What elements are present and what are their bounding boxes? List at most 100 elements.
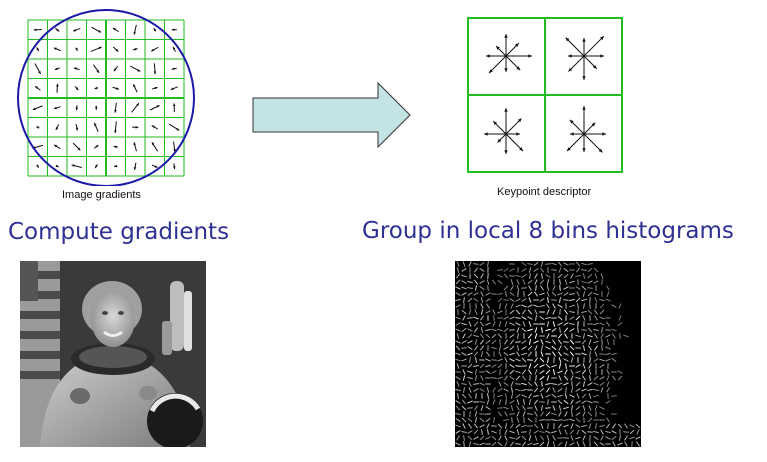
hog-cell-stroke	[582, 291, 586, 297]
hog-cell-stroke	[457, 309, 459, 315]
hog-cell-stroke	[533, 363, 539, 369]
hog-cell-stroke	[557, 441, 563, 447]
hog-cell-stroke	[467, 376, 473, 380]
hog-cell-stroke	[547, 423, 549, 429]
hog-cell-stroke	[521, 316, 527, 320]
gradient-arrow	[36, 164, 40, 168]
hog-cell-stroke	[516, 279, 520, 285]
hog-cell-stroke	[510, 381, 514, 387]
hog-cell-stroke	[503, 418, 509, 422]
histogram-bin-arrow	[582, 134, 586, 152]
hog-cell-stroke	[582, 345, 586, 351]
hog-cell-stroke	[563, 286, 569, 290]
hog-cell-stroke	[461, 358, 467, 362]
gradient-arrow	[112, 86, 120, 90]
hog-cell-stroke	[485, 292, 491, 296]
hog-cell-stroke	[455, 352, 461, 356]
hog-cell-stroke	[455, 376, 461, 380]
hog-cell-stroke	[545, 263, 551, 265]
keypoint-descriptor-caption: Keypoint descriptor	[497, 186, 592, 198]
hog-cell-stroke	[605, 400, 611, 404]
hog-cell-stroke	[467, 346, 473, 350]
hog-cell-stroke	[498, 381, 502, 387]
hog-cell-stroke	[606, 423, 610, 429]
gradient-arrow	[113, 164, 118, 168]
hog-cell-stroke	[462, 423, 466, 429]
hog-cell-stroke	[551, 327, 557, 333]
hog-cell-stroke	[563, 399, 569, 405]
hog-cell-stroke	[509, 358, 515, 362]
hog-cell-stroke	[545, 394, 551, 398]
hog-cell-stroke	[462, 261, 466, 267]
hog-cell-stroke	[491, 370, 497, 374]
histogram-bin-arrow	[570, 132, 584, 136]
hog-cell-stroke	[552, 303, 556, 309]
hog-cell-stroke	[480, 327, 484, 333]
gradient-arrow	[132, 84, 138, 93]
image-gradients-diagram	[17, 9, 195, 186]
hog-cell-stroke	[455, 389, 461, 391]
hog-cell-stroke	[563, 299, 569, 301]
hog-cell-stroke	[503, 285, 509, 291]
hog-cell-stroke	[588, 393, 592, 399]
hog-cell-stroke	[629, 429, 635, 435]
hog-cell-stroke	[515, 298, 521, 302]
hog-cell-stroke	[491, 293, 497, 295]
hog-cell-stroke	[593, 382, 599, 386]
hog-cell-stroke	[581, 424, 587, 428]
histogram-bin-arrow	[504, 56, 508, 72]
hog-cell-stroke	[497, 394, 503, 398]
hog-cell-stroke	[491, 364, 497, 368]
hog-cell-stroke	[575, 364, 581, 368]
hog-cell-stroke	[557, 292, 563, 296]
compute-gradients-heading: Compute gradients	[8, 219, 230, 245]
gradient-arrow	[172, 163, 176, 170]
hog-cell-stroke	[462, 375, 466, 381]
hog-cell-stroke	[509, 369, 515, 375]
hog-cell-stroke	[509, 364, 515, 368]
hog-cell-stroke	[611, 304, 617, 308]
hog-cell-stroke	[558, 363, 562, 369]
hog-cell-stroke	[528, 285, 532, 291]
hog-cell-stroke	[557, 322, 563, 326]
hog-cell-stroke	[539, 267, 545, 273]
hog-cell-stroke	[581, 329, 587, 331]
hog-cell-stroke	[515, 393, 521, 399]
hog-cell-stroke	[473, 321, 479, 327]
gradient-arrow	[54, 67, 60, 71]
hog-cell-stroke	[581, 269, 587, 271]
hog-cell-stroke	[636, 429, 640, 435]
hog-cell-stroke	[521, 357, 527, 363]
hog-cell-stroke	[504, 423, 508, 429]
hog-cell-stroke	[503, 406, 509, 410]
gradient-arrow	[114, 102, 117, 113]
hog-cell-stroke	[587, 388, 593, 392]
hog-cell-stroke	[581, 298, 587, 302]
hog-cell-stroke	[492, 309, 496, 315]
hog-cell-stroke	[473, 388, 479, 392]
hog-cell-stroke	[564, 429, 568, 435]
hog-cell-stroke	[575, 417, 581, 423]
hog-cell-stroke	[589, 297, 591, 303]
hog-cell-stroke	[473, 334, 479, 338]
hog-cell-stroke	[515, 341, 521, 343]
hog-cell-stroke	[534, 273, 538, 279]
astronaut-photo	[20, 261, 206, 447]
gradient-arrow	[73, 67, 80, 71]
hog-cell-stroke	[497, 376, 503, 380]
hog-cell-stroke	[474, 339, 478, 345]
hog-cell-stroke	[551, 262, 557, 266]
hog-cell-stroke	[575, 381, 581, 387]
hog-cell-stroke	[594, 351, 598, 357]
hog-cell-stroke	[600, 333, 604, 339]
hog-cell-stroke	[575, 267, 581, 273]
flag	[20, 261, 60, 447]
hog-cell-stroke	[563, 327, 569, 333]
hog-cell-stroke	[503, 273, 509, 279]
hog-cell-stroke	[582, 405, 586, 411]
hog-cell-stroke	[463, 435, 465, 441]
hog-cell-stroke	[485, 339, 491, 345]
hog-cell-stroke	[594, 273, 598, 279]
hog-cell-stroke	[491, 328, 497, 332]
hog-cell-stroke	[557, 394, 563, 398]
